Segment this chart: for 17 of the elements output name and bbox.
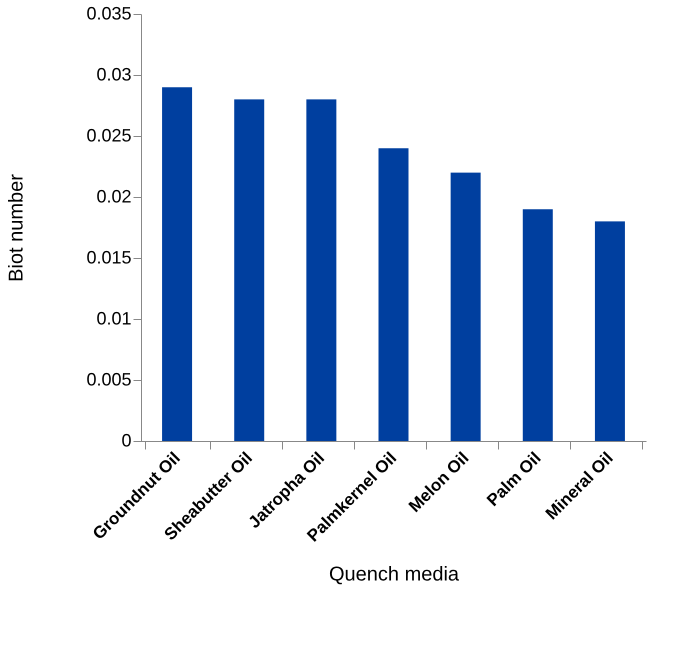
y-tick-label: 0.03	[96, 64, 132, 84]
bar	[594, 221, 625, 441]
y-tick-label: 0.035	[86, 4, 132, 24]
bar	[378, 148, 408, 441]
bar	[162, 87, 192, 441]
y-tick-label: 0.02	[96, 186, 132, 206]
y-tick-label: 0.015	[86, 248, 132, 268]
bar	[522, 209, 553, 441]
bar	[306, 99, 336, 441]
y-tick-label: 0.025	[86, 126, 132, 146]
bar	[234, 99, 264, 441]
bar	[450, 172, 481, 441]
y-axis-title: Biot number	[5, 174, 28, 282]
y-tick-label: 0	[121, 430, 132, 450]
x-axis-title: Quench media	[328, 564, 460, 586]
y-tick-label: 0.01	[96, 308, 132, 328]
y-tick-label: 0.005	[86, 370, 132, 390]
